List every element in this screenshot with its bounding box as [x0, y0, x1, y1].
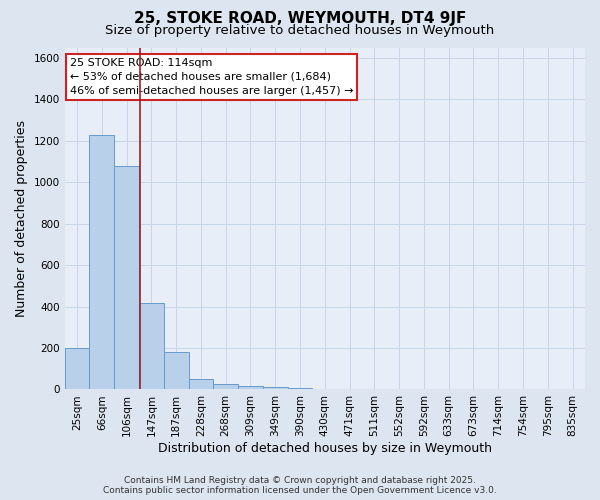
- Text: 25 STOKE ROAD: 114sqm
← 53% of detached houses are smaller (1,684)
46% of semi-d: 25 STOKE ROAD: 114sqm ← 53% of detached …: [70, 58, 353, 96]
- Bar: [89, 134, 114, 390]
- Bar: [214, 384, 238, 390]
- Bar: [114, 166, 139, 390]
- Bar: [188, 379, 214, 390]
- X-axis label: Distribution of detached houses by size in Weymouth: Distribution of detached houses by size …: [158, 442, 492, 455]
- Bar: [139, 304, 164, 390]
- Bar: [65, 348, 89, 390]
- Text: Contains HM Land Registry data © Crown copyright and database right 2025.
Contai: Contains HM Land Registry data © Crown c…: [103, 476, 497, 495]
- Text: Size of property relative to detached houses in Weymouth: Size of property relative to detached ho…: [106, 24, 494, 37]
- Y-axis label: Number of detached properties: Number of detached properties: [15, 120, 28, 317]
- Text: 25, STOKE ROAD, WEYMOUTH, DT4 9JF: 25, STOKE ROAD, WEYMOUTH, DT4 9JF: [134, 12, 466, 26]
- Bar: [287, 388, 313, 390]
- Bar: [238, 386, 263, 390]
- Bar: [164, 352, 188, 390]
- Bar: [263, 388, 287, 390]
